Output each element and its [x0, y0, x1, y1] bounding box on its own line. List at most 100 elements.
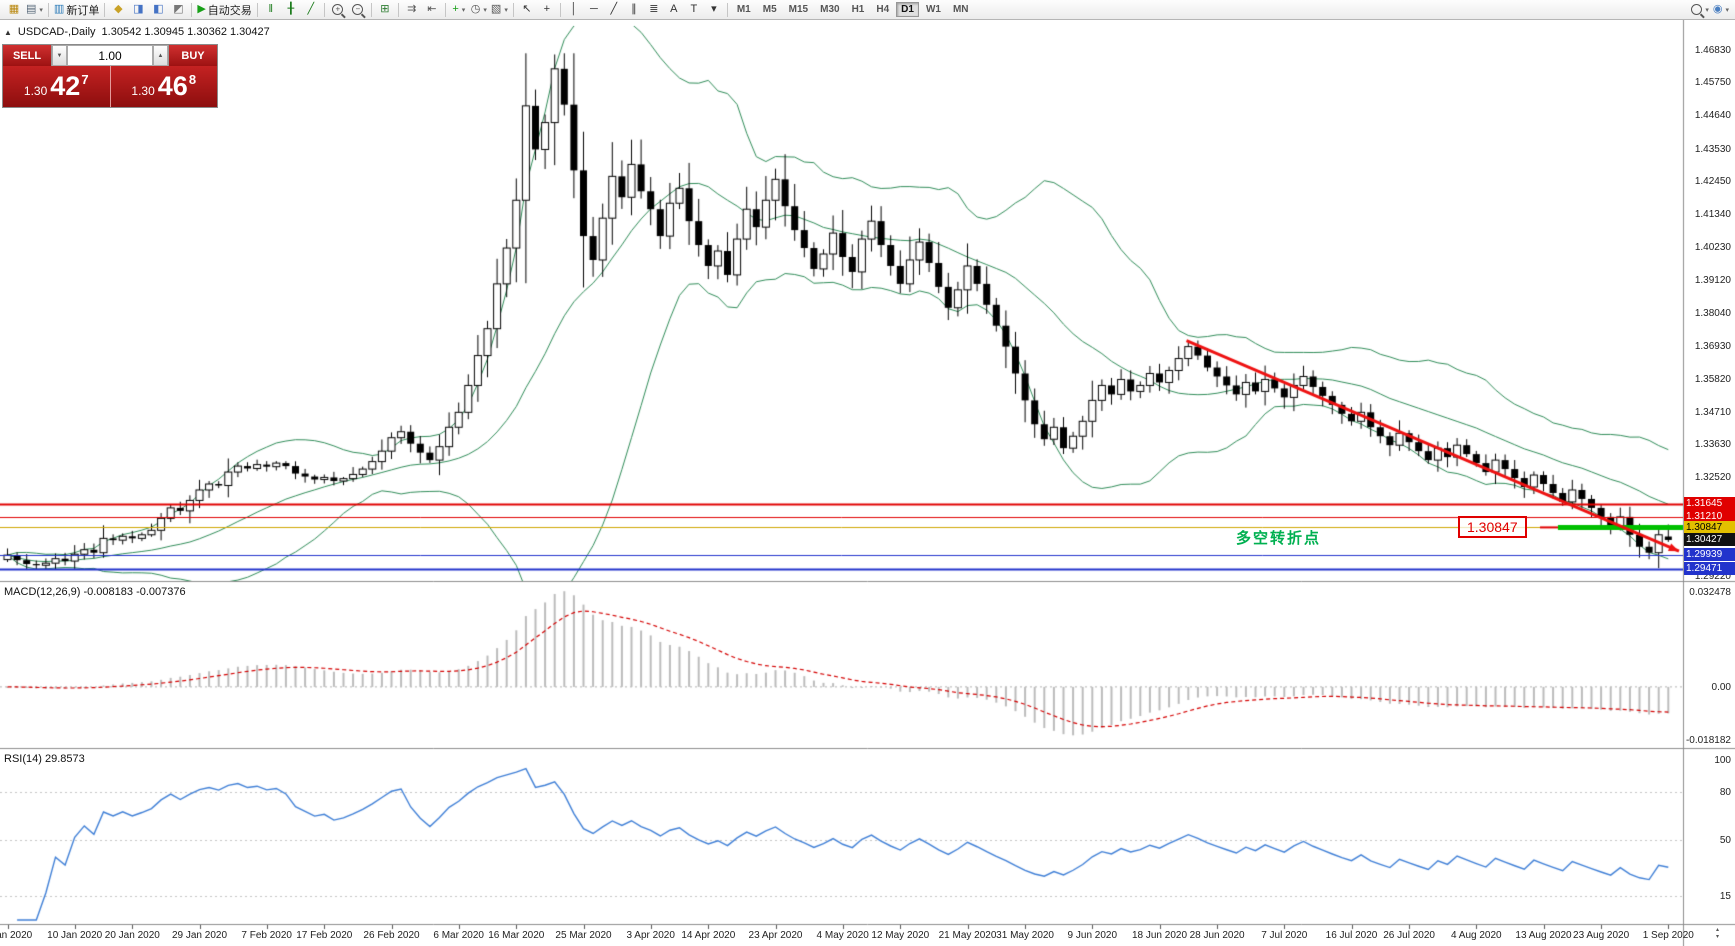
date-label: 12 May 2020: [871, 930, 930, 941]
community-icon[interactable]: ◉ ▾: [1711, 1, 1731, 19]
rsi-axis-label: 50: [1719, 835, 1731, 846]
chart-canvas[interactable]: [0, 20, 1735, 946]
sell-price-prefix: 1.30: [23, 83, 48, 98]
candlestick-chart-icon[interactable]: ╂: [281, 1, 301, 19]
timeframe-D1[interactable]: D1: [896, 2, 919, 17]
new-chart-button-glyph: +: [452, 3, 459, 15]
date-label: 6 Mar 2020: [433, 930, 484, 941]
shapes-dropdown-icon-glyph: ▾: [711, 3, 717, 15]
vertical-line-tool[interactable]: │: [564, 1, 584, 19]
line-chart-icon[interactable]: ╱: [301, 1, 321, 19]
time-axis-scroll-control[interactable]: ▴ ▾: [1716, 927, 1719, 940]
buy-price-button[interactable]: 1.30 46 8: [110, 66, 217, 107]
zoom-out-icon[interactable]: −: [348, 1, 368, 19]
autotrading-button[interactable]: ▶ 自动交易: [195, 1, 253, 19]
price-axis-label: 1.46830: [1694, 45, 1731, 56]
zoom-in-icon[interactable]: +: [328, 1, 348, 19]
buy-price-prefix: 1.30: [131, 83, 155, 98]
date-label: 23 Aug 2020: [1573, 930, 1630, 941]
new-chart-icon-glyph: ▦: [8, 3, 20, 15]
date-label: 2 Jan 2020: [0, 930, 33, 941]
price-axis-label: 1.35820: [1694, 373, 1731, 385]
toolbar-separator: [444, 2, 446, 17]
price-axis-label: 1.32520: [1694, 472, 1731, 484]
buy-button[interactable]: BUY: [169, 45, 217, 66]
date-label: 13 Aug 2020: [1515, 930, 1572, 941]
price-axis-label: 1.38040: [1694, 307, 1731, 319]
volume-decrease-button[interactable]: ▼: [52, 45, 67, 66]
axis-spinner-down-icon[interactable]: ▾: [1716, 933, 1720, 940]
timeframe-M1[interactable]: M1: [736, 4, 751, 15]
timeframe-M30[interactable]: M30: [820, 4, 840, 15]
timeframe-M5[interactable]: M5: [762, 4, 777, 15]
sell-button[interactable]: SELL: [3, 45, 51, 66]
new-order-button[interactable]: ▥ 新订单: [52, 1, 101, 19]
timeframe-M15[interactable]: M15: [788, 4, 809, 15]
timeframe-W1[interactable]: W1: [925, 4, 941, 15]
search-icon-glyph: [1691, 4, 1703, 15]
new-chart-button-dropdown-icon: ▾: [461, 6, 466, 14]
axis-spinner-up-icon[interactable]: ▴: [1716, 927, 1720, 933]
turning-point-annotation[interactable]: 多空转折点: [1236, 530, 1322, 547]
macd-axis-label: -0.018182: [1685, 735, 1731, 746]
cursor-icon[interactable]: ↖: [517, 1, 537, 19]
periods-button-glyph: ◷: [470, 3, 481, 15]
chart-shift-icon[interactable]: ⇤: [422, 1, 442, 19]
profiles-icon-dropdown-icon: ▾: [39, 6, 43, 14]
expert-advisors-icon[interactable]: ◆: [108, 1, 128, 19]
one-click-collapse-icon[interactable]: ▲: [4, 27, 12, 37]
horizontal-line-tool-glyph: ─: [589, 3, 598, 15]
sell-price-button[interactable]: 1.30 42 7: [3, 66, 111, 107]
toolbar-separator: [191, 2, 193, 17]
price-axis-label: 1.42450: [1694, 175, 1731, 187]
templates-button[interactable]: ▧ ▾: [489, 1, 510, 19]
price-axis-label: 1.41340: [1694, 208, 1731, 220]
timeframe-H1[interactable]: H1: [851, 4, 865, 15]
date-label: 3 Apr 2020: [626, 930, 675, 941]
volume-increase-button[interactable]: ▲: [153, 45, 168, 66]
price-axis-label: 1.45750: [1694, 77, 1731, 89]
toolbar-separator: [512, 2, 514, 17]
market-watch-icon[interactable]: ◨: [128, 1, 148, 19]
volume-input[interactable]: [67, 45, 153, 66]
date-label: 16 Jul 2020: [1325, 930, 1378, 941]
navigator-icon[interactable]: ◧: [148, 1, 168, 19]
auto-scroll-icon[interactable]: ⇉: [402, 1, 422, 19]
channel-tool[interactable]: ∥: [624, 1, 644, 19]
community-icon-dropdown-icon: ▾: [1725, 6, 1729, 14]
price-annotation-box[interactable]: 1.30847: [1458, 516, 1527, 538]
ohlc-values: 1.30542 1.30945 1.30362 1.30427: [101, 26, 270, 38]
new-order-button-glyph: ▥: [53, 3, 65, 15]
price-axis[interactable]: 1.46830 1.45750 1.44640 1.43530 1.42450 1.413…: [1684, 20, 1735, 926]
text-tool-glyph: A: [670, 3, 678, 15]
date-label: 16 Mar 2020: [488, 930, 545, 941]
date-label: 29 Jan 2020: [171, 930, 228, 941]
timeframe-MN[interactable]: MN: [952, 4, 969, 15]
fibonacci-tool[interactable]: ≣: [644, 1, 664, 19]
date-label: 7 Feb 2020: [241, 930, 292, 941]
price-axis-label: 1.40230: [1694, 242, 1731, 254]
terminal-icon[interactable]: ◩: [168, 1, 188, 19]
shapes-dropdown-icon[interactable]: ▾: [704, 1, 724, 19]
expert-advisors-icon-glyph: ◆: [114, 3, 123, 15]
date-label: 28 Jun 2020: [1189, 930, 1245, 941]
horizontal-line-tool[interactable]: ─: [584, 1, 604, 19]
date-label: 20 Jan 2020: [104, 930, 160, 941]
trendline-tool[interactable]: ╱: [604, 1, 624, 19]
crosshair-icon[interactable]: +: [537, 1, 557, 19]
periods-button[interactable]: ◷ ▾: [469, 1, 489, 19]
date-label: 23 Apr 2020: [748, 930, 803, 941]
text-label-tool[interactable]: T: [684, 1, 704, 19]
tile-windows-icon[interactable]: ⊞: [375, 1, 395, 19]
price-axis-label: 1.33630: [1694, 439, 1731, 451]
new-chart-icon[interactable]: ▦: [4, 1, 24, 19]
price-tag: 1.31210: [1684, 510, 1735, 524]
search-icon[interactable]: ▾: [1689, 1, 1711, 19]
timeframe-H4[interactable]: H4: [876, 4, 890, 15]
profiles-icon[interactable]: ▤ ▾: [24, 1, 45, 19]
bar-chart-icon[interactable]: ‖: [261, 1, 281, 19]
text-tool[interactable]: A: [664, 1, 684, 19]
new-chart-button[interactable]: + ▾: [449, 1, 469, 19]
